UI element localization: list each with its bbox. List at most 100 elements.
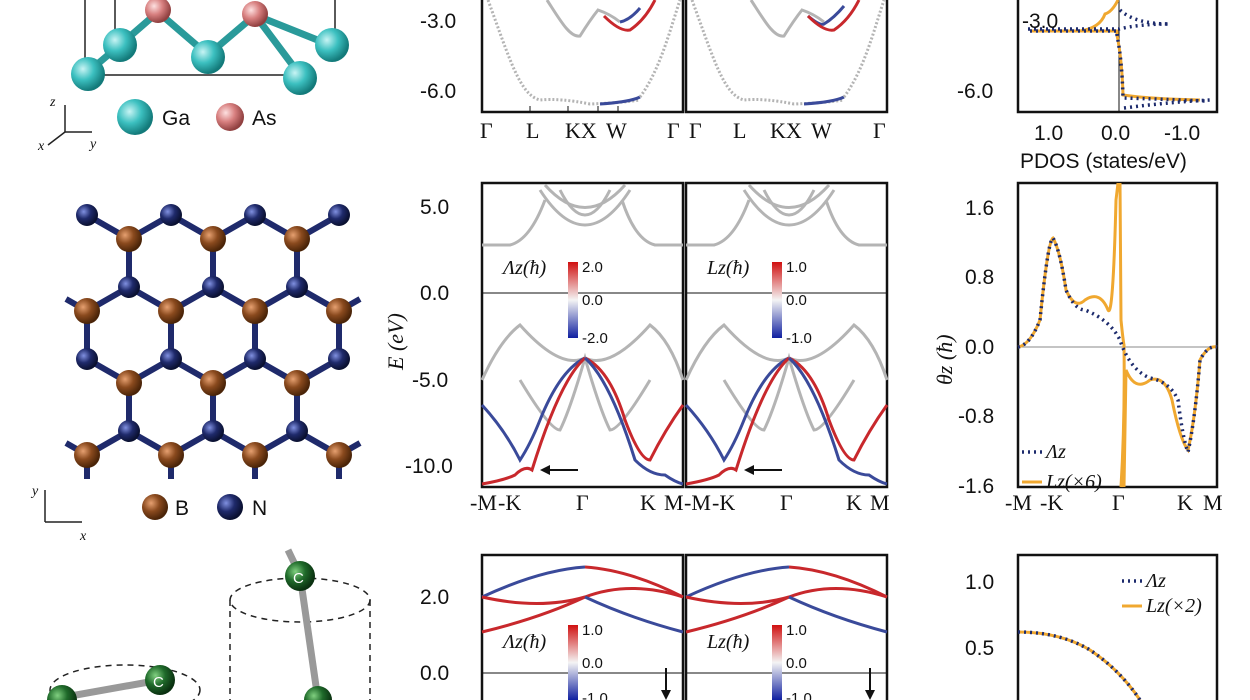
ga-atom (103, 28, 137, 62)
axis-y-label: y (30, 484, 39, 499)
kpoint-label: -M (1005, 490, 1032, 515)
b-atom (326, 442, 352, 468)
axes-icon (47, 105, 92, 146)
carbon-structures: C C (47, 548, 371, 700)
ytick-label: 0.0 (420, 282, 449, 305)
kpoint-label: Γ (576, 490, 589, 515)
ga-atom (283, 61, 317, 95)
b-atom (74, 442, 100, 468)
as-legend-icon (216, 103, 244, 131)
colorbar-tick: 0.0 (582, 292, 603, 309)
n-atom (286, 276, 308, 298)
legend-label: Lz(×2) (1145, 595, 1202, 617)
colorbar-tick: -1.0 (786, 690, 812, 700)
ga-atom (191, 40, 225, 74)
colorbar (772, 262, 782, 338)
b-atom (284, 226, 310, 252)
colorbar-label: Λz(ħ) (501, 257, 547, 279)
kpoint-label: K (1177, 490, 1193, 515)
arrow-icon (744, 465, 782, 475)
kpoint-label: -K (712, 490, 735, 515)
n-atom (76, 204, 98, 226)
kpoint-label: Γ (689, 118, 702, 143)
n-legend-icon (217, 494, 243, 520)
n-atom (244, 348, 266, 370)
ytick-label: 1.0 (965, 571, 994, 594)
axis-x-label: x (79, 529, 87, 544)
as-legend-label: As (252, 107, 277, 130)
ga-legend-label: Ga (162, 107, 190, 130)
b-atom (200, 370, 226, 396)
b-atom (200, 226, 226, 252)
b-legend-icon (142, 494, 168, 520)
legend-label: Λz (1044, 441, 1066, 463)
n-atom (118, 276, 140, 298)
kpoint-label: -K (1040, 490, 1063, 515)
ytick-label: -5.0 (412, 369, 448, 392)
row3-band-right: Lz(ħ) 1.0 0.0 -1.0 (684, 553, 889, 700)
row1-kpoints: Γ L KX W Γ Γ L KX W Γ (480, 118, 886, 143)
kpoint-label: L (733, 118, 746, 143)
colorbar-tick: 0.0 (786, 292, 807, 309)
colorbar (772, 625, 782, 700)
axes-icon (44, 490, 82, 523)
carbon-atom (285, 561, 315, 591)
y-axis-label: θz (ħ) (932, 334, 957, 385)
row1-band-left (480, 0, 685, 114)
colorbar (568, 625, 578, 700)
n-atom (160, 348, 182, 370)
b-atom (74, 298, 100, 324)
carbon-atom (47, 685, 77, 700)
ytick-label: 0.5 (965, 637, 994, 660)
kpoint-label: W (811, 118, 832, 143)
n-atom (160, 204, 182, 226)
ytick-label: 0.0 (420, 662, 449, 685)
kpoint-label: Γ (1112, 490, 1125, 515)
colorbar-label: Lz(ħ) (706, 631, 750, 653)
row3-band-left: Λz(ħ) 1.0 0.0 -1.0 (480, 553, 685, 700)
ytick-label: -1.6 (958, 475, 994, 498)
carbon-atom (145, 665, 175, 695)
axis-z-label: z (49, 95, 56, 110)
kpoint-label: K (846, 490, 862, 515)
colorbar-label: Λz(ħ) (501, 631, 547, 653)
axis-y-label: y (88, 137, 97, 152)
ga-legend-icon (117, 99, 153, 135)
b-atom (326, 298, 352, 324)
ytick-label: 0.0 (965, 336, 994, 359)
kpoint-label: Γ (480, 118, 493, 143)
carbon-atom (304, 686, 332, 700)
b-legend-label: B (175, 497, 189, 520)
b-atom (116, 370, 142, 396)
ytick-label: -6.0 (420, 80, 456, 103)
kpoint-label: K (640, 490, 656, 515)
xtick-label: 1.0 (1034, 122, 1063, 145)
colorbar-tick: 1.0 (582, 622, 603, 639)
colorbar-tick: 2.0 (582, 259, 603, 276)
n-atom (202, 420, 224, 442)
n-atom (202, 276, 224, 298)
ytick-label: 0.8 (965, 266, 994, 289)
hbn-structure: y x B N (30, 204, 362, 544)
kpoint-label: Γ (667, 118, 680, 143)
kpoint-label: W (606, 118, 627, 143)
arrow-icon (540, 465, 578, 475)
colorbar-tick: 0.0 (582, 655, 603, 672)
axis-x-label: x (37, 139, 45, 154)
row2-band-right: Lz(ħ) 1.0 0.0 -1.0 (684, 181, 889, 489)
b-atom (158, 298, 184, 324)
b-atom (242, 298, 268, 324)
row3-right-plot: 1.0 0.5 Λz Lz(×2) (965, 553, 1219, 700)
n-atom (286, 420, 308, 442)
kpoint-label: L (526, 118, 539, 143)
ytick-label: -10.0 (405, 455, 453, 478)
colorbar-tick: -1.0 (582, 690, 608, 700)
colorbar-tick: 0.0 (786, 655, 807, 672)
b-atom (158, 442, 184, 468)
arrow-icon (661, 668, 671, 700)
pdos-plot: -3.0 -6.0 1.0 0.0 -1.0 PDOS (states/eV) (957, 0, 1219, 173)
colorbar-tick: -2.0 (582, 330, 608, 347)
ytick-label: 5.0 (420, 196, 449, 219)
ytick-label: -3.0 (420, 10, 456, 33)
